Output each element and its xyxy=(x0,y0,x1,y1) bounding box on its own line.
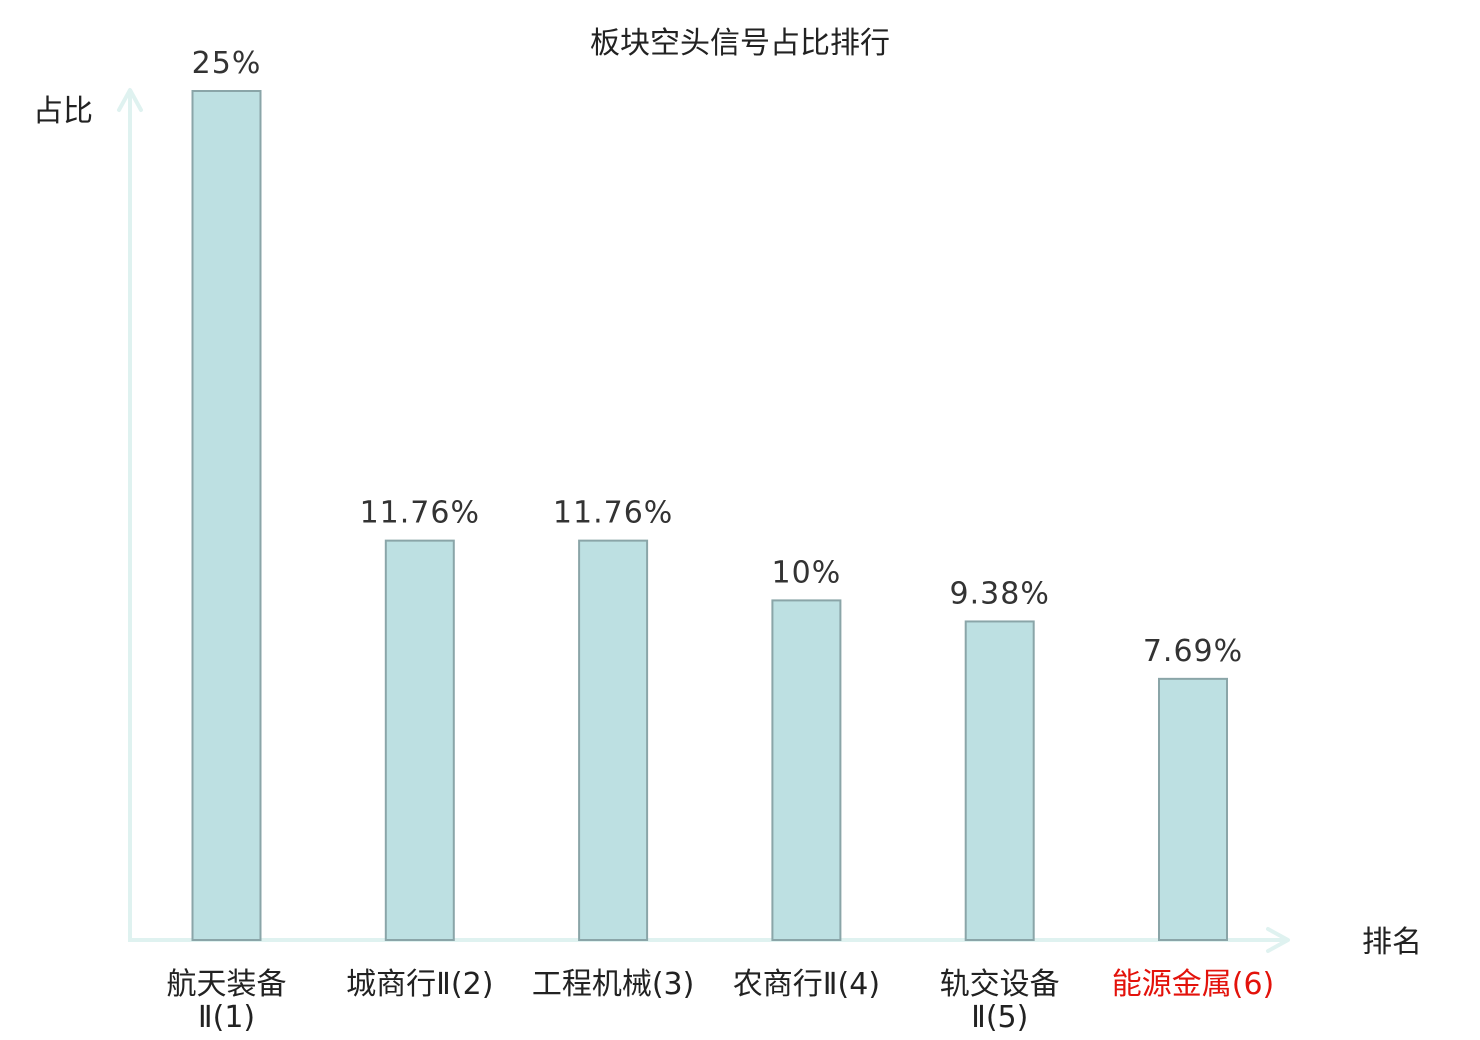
category-label-3: 工程机械(3) xyxy=(532,967,695,1002)
value-labels-group: 25% 11.76% 11.76% 10% 9.38% 7.69% xyxy=(192,46,1243,669)
bar-2 xyxy=(384,539,455,941)
category-label-4: 农商行Ⅱ(4) xyxy=(733,967,880,1002)
y-axis xyxy=(117,88,143,942)
value-label-2: 11.76% xyxy=(360,496,480,531)
category-label-6: 能源金属(6) xyxy=(1112,967,1275,1002)
value-label-6: 7.69% xyxy=(1143,634,1243,669)
bar-4 xyxy=(771,599,842,942)
bars-group xyxy=(191,90,1228,942)
category-label-5-line-1: 轨交设备 xyxy=(940,967,1060,1002)
y-axis-label: 占比 xyxy=(33,94,93,129)
x-axis-label: 排名 xyxy=(1362,925,1422,960)
x-axis xyxy=(128,927,1290,953)
category-label-2: 城商行Ⅱ(2) xyxy=(346,967,493,1002)
bar-3 xyxy=(578,539,649,941)
value-label-3: 11.76% xyxy=(553,496,673,531)
category-label-5-line-2: Ⅱ(5) xyxy=(971,1000,1028,1035)
category-label-1-line-2: Ⅱ(1) xyxy=(198,1000,255,1035)
bar-1 xyxy=(191,90,262,941)
value-label-1: 25% xyxy=(192,46,262,81)
category-label-1-line-1: 航天装备 xyxy=(167,967,287,1002)
bar-5 xyxy=(964,620,1035,941)
bar-6 xyxy=(1158,677,1228,941)
value-label-5: 9.38% xyxy=(950,576,1050,611)
value-label-4: 10% xyxy=(772,555,842,590)
chart-title: 板块空头信号占比排行 xyxy=(590,26,890,61)
